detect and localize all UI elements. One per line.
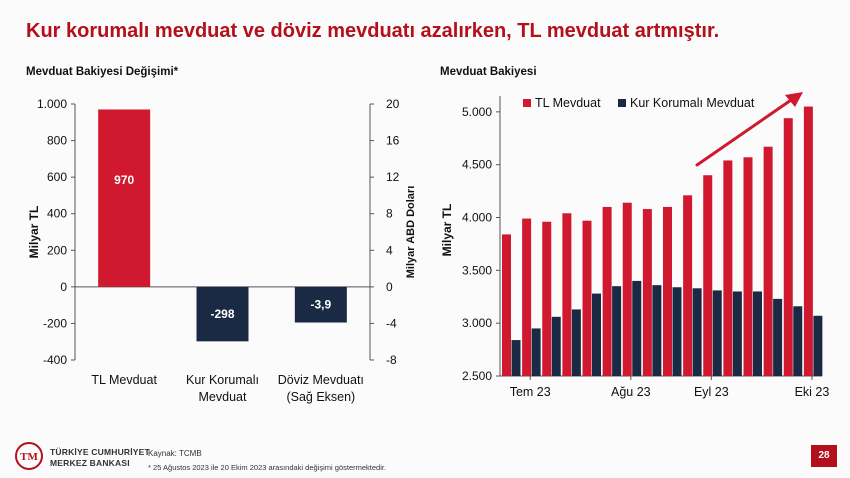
x-tick-label: Tem 23 xyxy=(510,385,551,399)
tl-deposit-bar xyxy=(783,118,793,376)
kkm-deposit-bar xyxy=(531,328,541,376)
y-tick-label: 2.500 xyxy=(462,369,492,383)
kkm-deposit-bar xyxy=(692,288,702,376)
kkm-deposit-bar xyxy=(813,315,823,376)
legend-swatch xyxy=(523,99,531,107)
tl-deposit-bar xyxy=(562,213,572,376)
bank-name: TÜRKİYE CUMHURİYET MERKEZ BANKASI xyxy=(50,447,150,469)
right-y-tick-label: 12 xyxy=(386,170,400,184)
category-label: Kur Korumalı xyxy=(186,373,259,387)
category-label: (Sağ Eksen) xyxy=(286,390,355,404)
change-bar xyxy=(196,286,249,342)
y-tick-label: 5.000 xyxy=(462,105,492,119)
legend-label: TL Mevduat xyxy=(535,96,601,110)
bar-value-label: 970 xyxy=(114,173,134,187)
tl-deposit-bar xyxy=(723,160,733,376)
change-bar xyxy=(294,286,347,323)
trend-arrow-line xyxy=(695,96,796,167)
y-tick-label: 3.000 xyxy=(462,316,492,330)
kkm-deposit-bar xyxy=(773,298,783,376)
source-note: Kaynak: TCMB xyxy=(148,449,202,458)
left-y-tick-label: 0 xyxy=(60,280,67,294)
kkm-deposit-bar xyxy=(632,280,642,376)
left-y-tick-label: 200 xyxy=(47,243,67,257)
central-bank-logo: TM xyxy=(15,442,43,470)
bar-value-label: -298 xyxy=(210,307,234,321)
bar-value-label: -3,9 xyxy=(310,298,331,312)
kkm-deposit-bar xyxy=(753,291,762,376)
right-y-tick-label: 8 xyxy=(386,207,393,221)
x-tick-label: Eki 23 xyxy=(795,385,830,399)
x-tick-label: Eyl 23 xyxy=(694,385,729,399)
right-chart-title: Mevduat Bakiyesi xyxy=(440,66,537,78)
y-axis-title: Milyar TL xyxy=(440,204,454,257)
page-number: 28 xyxy=(811,445,837,467)
right-y-tick-label: 20 xyxy=(386,97,400,111)
tl-deposit-bar xyxy=(683,195,693,376)
left-y-tick-label: -400 xyxy=(43,353,67,367)
change-bar xyxy=(98,109,151,287)
left-y-tick-label: 600 xyxy=(47,170,67,184)
tl-deposit-bar xyxy=(542,221,552,376)
trend-arrow-head xyxy=(785,92,803,107)
y-tick-label: 4.000 xyxy=(462,211,492,225)
left-chart-title: Mevduat Bakiyesi Değişimi* xyxy=(26,66,179,78)
tl-deposit-bar xyxy=(582,220,592,376)
legend-label: Kur Korumalı Mevduat xyxy=(630,96,755,110)
tl-deposit-bar xyxy=(703,175,713,376)
slide-title: Kur korumalı mevduat ve döviz mevduatı a… xyxy=(26,20,720,42)
kkm-deposit-bar xyxy=(793,306,803,376)
tl-deposit-bar xyxy=(622,202,632,376)
tl-deposit-bar xyxy=(803,106,813,376)
right-y-tick-label: 4 xyxy=(386,243,393,257)
bank-name-line1: TÜRKİYE CUMHURİYET xyxy=(50,447,150,457)
kkm-deposit-bar xyxy=(551,316,561,376)
y-tick-label: 4.500 xyxy=(462,158,492,172)
category-label: TL Mevduat xyxy=(91,373,157,387)
tl-deposit-bar xyxy=(522,218,532,376)
kkm-deposit-bar xyxy=(652,285,662,376)
deposit-balance-chart: 2.500 3.000 3.500 4.000 4.500 5.000 Milyar TL T… xyxy=(440,92,830,399)
kkm-deposit-bar xyxy=(571,309,581,376)
right-y-tick-label: -8 xyxy=(386,353,397,367)
kkm-deposit-bar xyxy=(712,290,722,376)
tl-deposit-bar xyxy=(602,206,612,376)
deposit-change-chart: -400 -200 0 200 400 600 800 1.000 -8 -4 0 4 8 12 16 20 M… xyxy=(27,97,417,404)
kkm-deposit-bar xyxy=(612,286,622,376)
tl-deposit-bar xyxy=(743,157,753,376)
right-y-tick-label: 16 xyxy=(386,134,400,148)
left-y-tick-label: -200 xyxy=(43,316,67,330)
right-y-tick-label: 0 xyxy=(386,280,393,294)
x-tick-label: Ağu 23 xyxy=(611,385,651,399)
legend-swatch xyxy=(618,99,626,107)
tl-deposit-bar xyxy=(642,209,652,376)
right-y-axis-title: Milyar ABD Doları xyxy=(405,186,417,279)
left-y-tick-label: 400 xyxy=(47,207,67,221)
right-y-tick-label: -4 xyxy=(386,316,397,330)
left-y-axis-title: Milyar TL xyxy=(27,206,41,259)
category-label: Mevduat xyxy=(199,390,247,404)
kkm-deposit-bar xyxy=(732,291,742,376)
bank-name-line2: MERKEZ BANKASI xyxy=(50,458,130,468)
kkm-deposit-bar xyxy=(672,287,682,376)
left-y-tick-label: 1.000 xyxy=(37,97,67,111)
category-label: Döviz Mevduatı xyxy=(278,373,364,387)
tl-deposit-bar xyxy=(763,146,773,376)
svg-text:TM: TM xyxy=(20,451,38,463)
kkm-deposit-bar xyxy=(592,293,601,376)
tl-deposit-bar xyxy=(663,206,672,376)
kkm-deposit-bar xyxy=(511,340,521,376)
tl-deposit-bar xyxy=(502,234,511,376)
left-y-tick-label: 800 xyxy=(47,134,67,148)
y-tick-label: 3.500 xyxy=(462,263,492,277)
footnote: * 25 Ağustos 2023 ile 20 Ekim 2023 arası… xyxy=(148,463,387,472)
